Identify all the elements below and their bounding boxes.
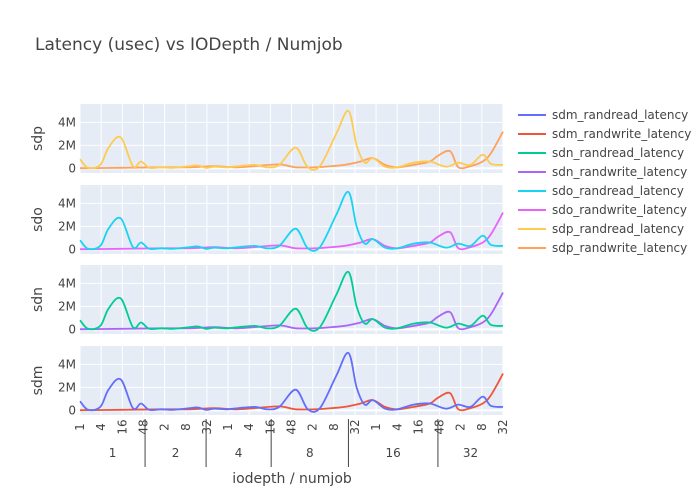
x-tick-label: 1: [369, 423, 383, 431]
y-axis-title: sdo: [30, 207, 46, 232]
y-tick-label: 2M: [58, 219, 76, 233]
legend-item[interactable]: sdn_randread_latency: [518, 146, 684, 160]
legend[interactable]: sdm_randread_latency sdm_randwrite_latenc…: [518, 108, 691, 255]
x-tick-label: 2: [306, 423, 320, 431]
y-tick-label: 0: [68, 403, 76, 417]
y-tick-label: 0: [68, 322, 76, 336]
y-tick-label: 2M: [58, 380, 76, 394]
legend-item[interactable]: sdm_randread_latency: [518, 108, 688, 122]
x-tick-label: 8: [475, 423, 489, 431]
legend-label: sdp_randread_latency: [552, 222, 684, 236]
group-label: 16: [386, 446, 401, 460]
y-tick-label: 4M: [58, 115, 76, 129]
y-tick-label: 2M: [58, 138, 76, 152]
y-tick-label: 0: [68, 161, 76, 175]
legend-label: sdm_randwrite_latency: [552, 127, 691, 141]
y-axis-title: sdn: [30, 287, 46, 312]
legend-item[interactable]: sdp_randwrite_latency: [518, 241, 687, 255]
legend-item[interactable]: sdn_randwrite_latency: [518, 165, 687, 179]
x-tick-label: 2: [454, 423, 468, 431]
group-label: 8: [306, 446, 314, 460]
series-line-sdp_randread_latency: [79, 109, 504, 171]
y-tick-label: 0: [68, 242, 76, 256]
x-tick-label: 48: [136, 419, 150, 434]
chart-title: Latency (usec) vs IODepth / Numjob: [35, 35, 343, 55]
x-axis: 1 4 16 48 2 8 32 1 4 16 48 2 8 32 1 4 16 48 2 8 321 2 4 8 16 32: [73, 419, 510, 467]
subplot-sdo: 0 2M 4M sdo: [30, 185, 504, 256]
y-tick-label: 2M: [58, 299, 76, 313]
subplot-panels: 0 2M 4M sdp 0 2M 4M sdo 0 2M 4M sdn 0 2M 4M sdm: [30, 104, 504, 417]
x-tick-label: 16: [411, 419, 425, 434]
subplot-sdn: 0 2M 4M sdn: [30, 265, 504, 336]
legend-label: sdm_randread_latency: [552, 108, 688, 122]
x-tick-label: 32: [200, 419, 214, 434]
group-label: 4: [235, 446, 243, 460]
x-tick-label: 4: [242, 423, 256, 431]
x-axis-title: iodepth / numjob: [232, 471, 352, 487]
x-tick-label: 16: [263, 419, 277, 434]
y-axis-title: sdp: [30, 126, 46, 151]
x-tick-label: 1: [73, 423, 87, 431]
legend-label: sdo_randwrite_latency: [552, 203, 687, 217]
series-line-sdm_randread_latency: [79, 351, 504, 413]
legend-label: sdo_randread_latency: [552, 184, 684, 198]
x-tick-label: 2: [158, 423, 172, 431]
group-label: 32: [463, 446, 478, 460]
x-tick-label: 1: [221, 423, 235, 431]
series-line-sdo_randread_latency: [79, 190, 504, 252]
x-tick-label: 8: [179, 423, 193, 431]
group-label: 1: [109, 446, 117, 460]
y-axis-title: sdm: [30, 366, 46, 396]
x-tick-label: 16: [115, 419, 129, 434]
x-tick-label: 4: [390, 423, 404, 431]
y-tick-label: 4M: [58, 357, 76, 371]
x-tick-label: 32: [496, 419, 510, 434]
series-line-sdn_randread_latency: [79, 270, 504, 332]
subplot-sdp: 0 2M 4M sdp: [30, 104, 504, 175]
x-tick-label: 48: [285, 419, 299, 434]
legend-item[interactable]: sdp_randread_latency: [518, 222, 684, 236]
legend-item[interactable]: sdo_randread_latency: [518, 184, 684, 198]
y-tick-label: 4M: [58, 196, 76, 210]
x-tick-label: 32: [348, 419, 362, 434]
subplot-sdm: 0 2M 4M sdm: [30, 346, 504, 417]
x-tick-label: 48: [433, 419, 447, 434]
legend-label: sdn_randwrite_latency: [552, 165, 687, 179]
legend-item[interactable]: sdm_randwrite_latency: [518, 127, 691, 141]
x-tick-label: 4: [94, 423, 108, 431]
group-label: 2: [172, 446, 180, 460]
legend-item[interactable]: sdo_randwrite_latency: [518, 203, 687, 217]
y-tick-label: 4M: [58, 276, 76, 290]
x-tick-label: 8: [327, 423, 341, 431]
legend-label: sdn_randread_latency: [552, 146, 684, 160]
legend-label: sdp_randwrite_latency: [552, 241, 687, 255]
